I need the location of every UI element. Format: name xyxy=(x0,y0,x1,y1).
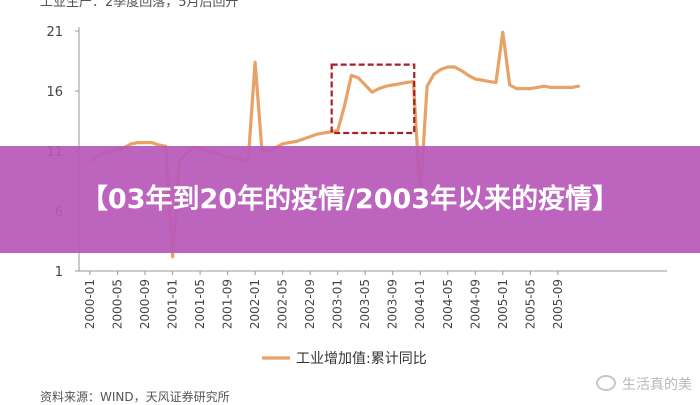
data-point xyxy=(336,129,339,132)
data-point xyxy=(549,86,553,89)
data-point xyxy=(542,85,546,88)
data-point xyxy=(137,141,140,144)
data-point xyxy=(522,87,525,90)
source-note: 资料来源：WIND，天风证券研究所 xyxy=(40,390,230,404)
data-point xyxy=(157,143,160,147)
data-point xyxy=(253,61,257,64)
x-tick-label: 2005-09 xyxy=(551,279,565,329)
x-tick-label: 2002-01 xyxy=(248,279,262,329)
legend-label: 工业增加值:累计同比 xyxy=(296,351,427,367)
x-tick-label: 2000-01 xyxy=(83,279,97,329)
data-point xyxy=(577,85,580,88)
x-tick-label: 2001-01 xyxy=(166,279,180,329)
data-point xyxy=(467,74,470,77)
title-banner: 【03年到20年的疫情/2003年以来的疫情】 xyxy=(0,146,700,253)
data-point xyxy=(570,86,573,89)
watermark: 生活真的美 xyxy=(596,374,692,394)
data-point xyxy=(398,82,401,86)
x-tick-label: 2000-09 xyxy=(138,279,152,329)
y-tick-label: 16 xyxy=(46,85,63,100)
data-point xyxy=(405,81,408,84)
data-point xyxy=(343,104,346,107)
x-tick-label: 2005-05 xyxy=(523,279,537,329)
data-point xyxy=(453,65,456,69)
data-point xyxy=(446,65,449,69)
data-point xyxy=(350,74,353,77)
x-tick-label: 2003-01 xyxy=(331,279,345,329)
data-point xyxy=(460,69,463,72)
data-point xyxy=(508,83,511,87)
data-point xyxy=(529,87,532,90)
watermark-text: 生活真的美 xyxy=(622,377,692,393)
x-tick-label: 2000-05 xyxy=(111,279,125,329)
y-tick-label: 21 xyxy=(46,25,63,40)
data-point xyxy=(302,137,305,141)
data-point xyxy=(143,141,147,144)
data-point xyxy=(384,85,387,88)
data-point xyxy=(487,80,491,83)
data-point xyxy=(563,86,566,89)
data-point xyxy=(322,131,326,135)
x-tick-label: 2002-09 xyxy=(303,279,317,329)
data-point xyxy=(357,76,360,80)
data-point xyxy=(150,141,154,144)
x-tick-label: 2002-05 xyxy=(276,279,290,329)
y-tick-label: 1 xyxy=(55,265,63,280)
x-tick-label: 2004-05 xyxy=(441,279,455,329)
data-point xyxy=(439,68,443,71)
data-point xyxy=(288,141,291,144)
data-point xyxy=(481,79,484,82)
highlight-box xyxy=(330,63,416,135)
data-point xyxy=(494,81,498,84)
data-point xyxy=(501,31,504,34)
data-point xyxy=(425,85,429,88)
data-point xyxy=(315,133,319,136)
data-point xyxy=(309,135,312,138)
x-tick-label: 2005-01 xyxy=(496,279,510,329)
data-point xyxy=(364,83,367,87)
data-point xyxy=(515,87,518,90)
x-tick-label: 2001-09 xyxy=(221,279,235,329)
data-point xyxy=(370,91,374,94)
x-tick-label: 2001-05 xyxy=(193,279,207,329)
x-tick-label: 2003-05 xyxy=(358,279,372,329)
wechat-icon xyxy=(596,375,616,391)
data-point xyxy=(556,86,559,89)
x-tick-label: 2004-09 xyxy=(468,279,482,329)
data-point xyxy=(432,73,436,76)
data-point xyxy=(474,77,477,81)
data-point xyxy=(377,87,381,90)
x-tick-label: 2003-09 xyxy=(386,279,400,329)
data-point xyxy=(295,140,298,143)
chart-header-title: 工业生产：2季度回落，5月后回升 xyxy=(40,0,239,10)
banner-title: 【03年到20年的疫情/2003年以来的疫情】 xyxy=(80,183,620,215)
data-point xyxy=(130,142,133,145)
data-point xyxy=(391,83,394,87)
x-tick-label: 2004-01 xyxy=(413,279,427,329)
data-point xyxy=(536,86,539,89)
data-point xyxy=(171,255,174,258)
data-point xyxy=(281,142,284,145)
